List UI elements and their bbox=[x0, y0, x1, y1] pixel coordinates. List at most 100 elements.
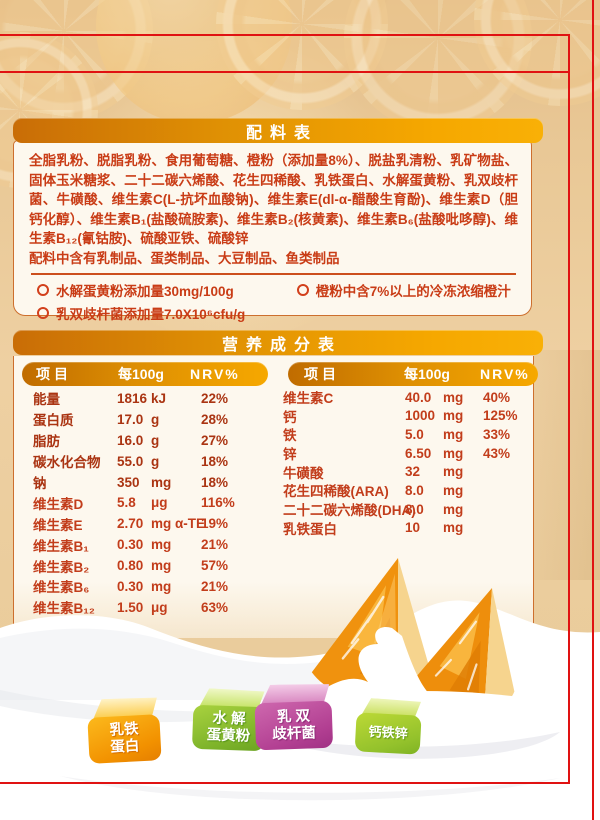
nutrient-unit: μg bbox=[151, 599, 168, 615]
nutrient-unit: mg bbox=[443, 501, 464, 517]
dieline-right-outer bbox=[592, 0, 594, 820]
column-header-nrv: NRV% bbox=[480, 366, 530, 382]
nutrition-row: 铁 5.0 mg 33% bbox=[283, 424, 535, 444]
nutrient-unit: g bbox=[151, 432, 160, 448]
nutrient-name: 维生素D bbox=[33, 496, 84, 512]
additive-note: 水解蛋黄粉添加量30mg/100g bbox=[37, 280, 297, 300]
nutrient-nrv: 40% bbox=[483, 389, 511, 405]
nutrient-value: 40.0 bbox=[405, 389, 432, 405]
nutrient-name: 铁 bbox=[283, 428, 297, 444]
nutrient-unit: kJ bbox=[151, 390, 167, 406]
nutrient-value: 350 bbox=[117, 474, 140, 490]
nutrient-unit: mg bbox=[443, 520, 464, 536]
note-text: 橙粉中含7%以上的冷冻浓缩橙汁 bbox=[315, 284, 511, 299]
nutrient-value: 8.0 bbox=[405, 482, 424, 498]
dieline-top-1 bbox=[0, 34, 570, 36]
nutrient-unit: mg bbox=[151, 474, 172, 490]
nutrition-row: 维生素B₁ 0.30 mg 21% bbox=[33, 534, 275, 555]
nutrient-nrv: 21% bbox=[201, 537, 229, 553]
nutrition-table-right: 维生素C 40.0 mg 40% 钙 1000 mg 125% 铁 5.0 mg… bbox=[283, 387, 535, 537]
nutrient-value: 5.0 bbox=[405, 426, 424, 442]
nutrient-value: 0.80 bbox=[117, 558, 144, 574]
nutrient-nrv: 33% bbox=[483, 426, 511, 442]
nutrient-value: 1816 bbox=[117, 390, 148, 406]
column-header-per100g: 每100g bbox=[404, 366, 450, 382]
nutrient-value: 55.0 bbox=[117, 453, 144, 469]
cube-front-face: 乳 双 歧杆菌 bbox=[254, 700, 334, 751]
nutrition-row: 维生素B₆ 0.30 mg 21% bbox=[33, 576, 275, 597]
nutrition-row: 维生素C 40.0 mg 40% bbox=[283, 387, 535, 407]
nutrient-name: 乳铁蛋白 bbox=[283, 521, 337, 537]
nutrient-unit: mg α-TE bbox=[151, 516, 206, 532]
badge-label-line2: 歧杆菌 bbox=[272, 724, 317, 743]
feature-badge-cube: 乳 双 歧杆菌 bbox=[254, 683, 334, 751]
nutrient-nrv: 18% bbox=[201, 453, 229, 469]
separator-line bbox=[31, 273, 516, 275]
nutrition-row: 钙 1000 mg 125% bbox=[283, 406, 535, 425]
nutrition-row: 能量 1816 kJ 22% bbox=[33, 388, 275, 409]
nutrition-row: 脂肪 16.0 g 27% bbox=[33, 430, 275, 451]
dieline-bottom bbox=[0, 782, 570, 784]
cube-front-face: 钙铁锌 bbox=[354, 712, 422, 755]
nutrient-unit: mg bbox=[151, 578, 172, 594]
column-header-nrv: NRV% bbox=[190, 366, 240, 382]
nutrient-nrv: 116% bbox=[201, 495, 235, 511]
nutrient-unit: mg bbox=[443, 464, 464, 480]
badge-label-line1: 乳铁 bbox=[109, 721, 139, 740]
nutrient-unit: mg bbox=[443, 389, 464, 405]
ingredients-title-bar: 配料表 bbox=[13, 118, 543, 143]
nutrient-name: 锌 bbox=[283, 447, 297, 463]
nutrient-nrv: 19% bbox=[201, 516, 229, 532]
nutrient-value: 2.70 bbox=[117, 516, 144, 532]
nutrition-header-right: 项目 每100g NRV% bbox=[288, 362, 538, 386]
nutrition-header-left: 项目 每100g NRV% bbox=[22, 362, 268, 386]
badge-label-line1: 水 解 bbox=[212, 710, 246, 728]
nutrition-row: 维生素B₁₂ 1.50 μg 63% bbox=[33, 597, 275, 618]
column-header-item: 项目 bbox=[36, 366, 72, 382]
nutrient-unit: mg bbox=[443, 408, 464, 424]
nutrient-nrv: 43% bbox=[483, 445, 511, 461]
nutrition-row: 钠 350 mg 18% bbox=[33, 472, 275, 493]
nutrient-name: 维生素B₁₂ bbox=[33, 601, 95, 617]
nutrient-name: 碳水化合物 bbox=[33, 455, 101, 471]
nutrient-unit: g bbox=[151, 411, 160, 427]
nutrient-value: 8.0 bbox=[405, 501, 424, 517]
ingredients-content: 全脂乳粉、脱脂乳粉、食用葡萄糖、橙粉（添加量8%）、脱盐乳清粉、乳矿物盐、固体玉… bbox=[13, 143, 532, 323]
ingredients-text: 全脂乳粉、脱脂乳粉、食用葡萄糖、橙粉（添加量8%）、脱盐乳清粉、乳矿物盐、固体玉… bbox=[29, 153, 518, 246]
nutrient-name: 维生素B₂ bbox=[33, 559, 90, 575]
feature-badge-cube: 乳铁 蛋白 bbox=[86, 696, 162, 764]
nutrition-row: 锌 6.50 mg 43% bbox=[283, 443, 535, 463]
bullet-ring-icon bbox=[296, 284, 309, 296]
nutrition-panel bbox=[13, 356, 534, 638]
nutrition-row: 维生素B₂ 0.80 mg 57% bbox=[33, 555, 275, 576]
note-text: 乳双歧杆菌添加量7.0X10⁶cfu/g bbox=[56, 307, 246, 322]
nutrition-row: 蛋白质 17.0 g 28% bbox=[33, 409, 275, 430]
nutrient-nrv: 28% bbox=[201, 411, 229, 427]
nutrient-unit: mg bbox=[443, 482, 464, 498]
nutrient-unit: mg bbox=[151, 537, 172, 553]
additive-note: 橙粉中含7%以上的冷冻浓缩橙汁 bbox=[296, 280, 518, 300]
nutrient-nrv: 21% bbox=[201, 578, 229, 594]
nutrient-value: 17.0 bbox=[117, 411, 144, 427]
dieline-right-inner bbox=[568, 34, 570, 784]
nutrient-unit: μg bbox=[151, 495, 168, 511]
nutrient-nrv: 63% bbox=[201, 599, 229, 615]
additive-note: 乳双歧杆菌添加量7.0X10⁶cfu/g bbox=[37, 303, 297, 323]
nutrition-row: 花生四稀酸(ARA) 8.0 mg bbox=[283, 480, 535, 500]
nutrient-name: 脂肪 bbox=[33, 434, 60, 450]
nutrient-value: 1000 bbox=[405, 408, 436, 424]
nutrition-row: 乳铁蛋白 10 mg bbox=[283, 518, 535, 537]
nutrient-value: 16.0 bbox=[117, 432, 144, 448]
bullet-ring-icon bbox=[37, 284, 49, 296]
allergen-note: 配料中含有乳制品、蛋类制品、大豆制品、鱼类制品 bbox=[29, 250, 340, 266]
dieline-top-2 bbox=[0, 71, 570, 73]
column-header-per100g: 每100g bbox=[118, 366, 164, 382]
nutrient-name: 钙 bbox=[283, 409, 297, 425]
bullet-ring-icon bbox=[37, 307, 49, 319]
nutrition-table-left: 能量 1816 kJ 22% 蛋白质 17.0 g 28% 脂肪 16.0 g … bbox=[33, 388, 275, 618]
nutrient-unit: mg bbox=[443, 445, 464, 461]
nutrient-name: 能量 bbox=[33, 392, 60, 408]
